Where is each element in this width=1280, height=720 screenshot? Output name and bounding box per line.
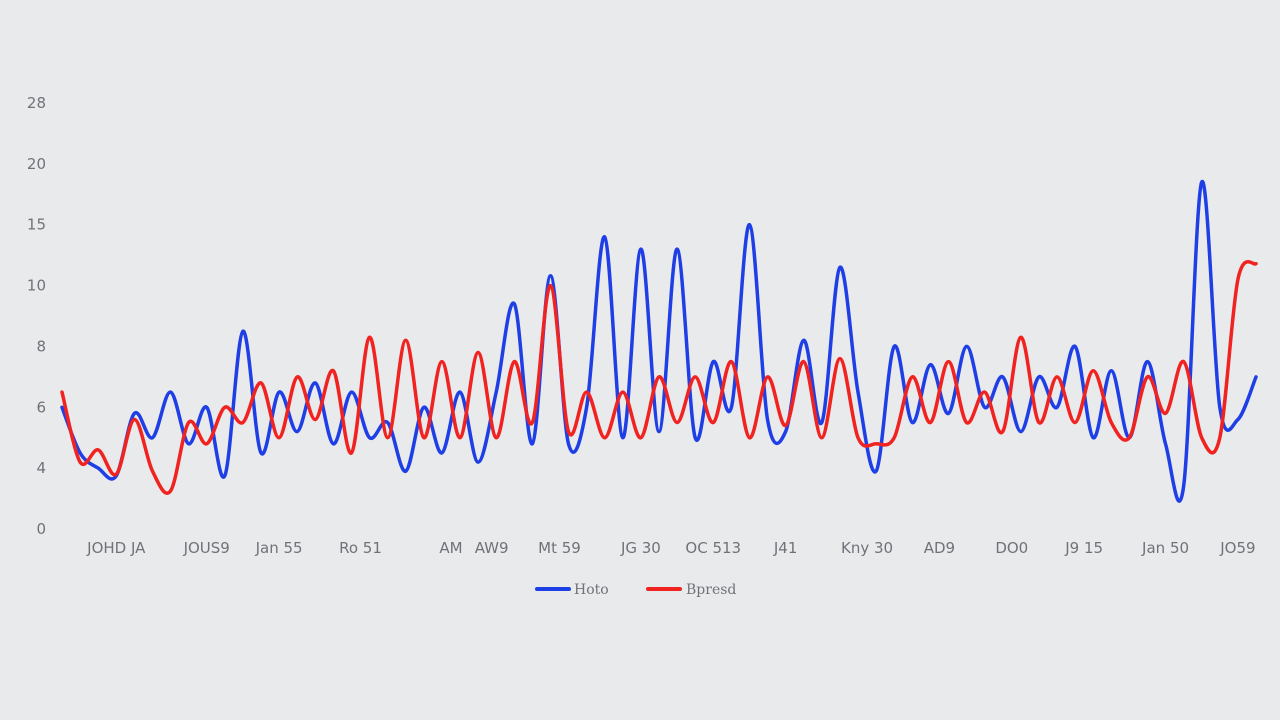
x-tick-label: AM	[439, 539, 462, 557]
y-tick-label: 4	[36, 459, 46, 477]
y-tick-label: 20	[27, 155, 46, 173]
y-tick-label: 6	[36, 398, 46, 416]
x-tick-label: Jan 55	[255, 539, 303, 557]
y-tick-label: 8	[36, 337, 46, 355]
y-tick-label: 28	[27, 94, 46, 112]
x-axis-ticks: JOHD JA JOUS9 Jan 55 Ro 51 AM AW9 Mt 59 JG 30 OC…	[86, 539, 1255, 557]
series-lines	[60, 180, 1258, 503]
series-line-1	[60, 180, 1258, 503]
x-tick-label: AW9	[475, 539, 509, 557]
x-tick-label: AD9	[924, 539, 955, 557]
y-axis-ticks: 0 4 6 8 10 15 20 28	[27, 94, 46, 538]
y-tick-label: 15	[27, 216, 46, 234]
x-tick-label: JO59	[1219, 539, 1255, 557]
x-tick-label: Jan 50	[1141, 539, 1189, 557]
legend: Hoto Bpresd	[535, 582, 736, 598]
x-tick-label: JOUS9	[183, 539, 230, 557]
x-tick-label: J9 15	[1064, 539, 1103, 557]
x-tick-label: J41	[773, 539, 798, 557]
legend-label-series-2: Bpresd	[686, 582, 736, 598]
legend-label-series-1: Hoto	[574, 582, 609, 598]
x-tick-label: Kny 30	[841, 539, 893, 557]
y-tick-label: 10	[27, 277, 46, 295]
x-tick-label: OC 513	[685, 539, 741, 557]
series-line-2	[60, 259, 1258, 495]
x-tick-label: Ro 51	[339, 539, 382, 557]
x-tick-label: JOHD JA	[86, 539, 146, 557]
x-tick-label: Mt 59	[538, 539, 581, 557]
y-tick-label: 0	[36, 520, 46, 538]
x-tick-label: JG 30	[620, 539, 661, 557]
x-tick-label: DO0	[995, 539, 1028, 557]
